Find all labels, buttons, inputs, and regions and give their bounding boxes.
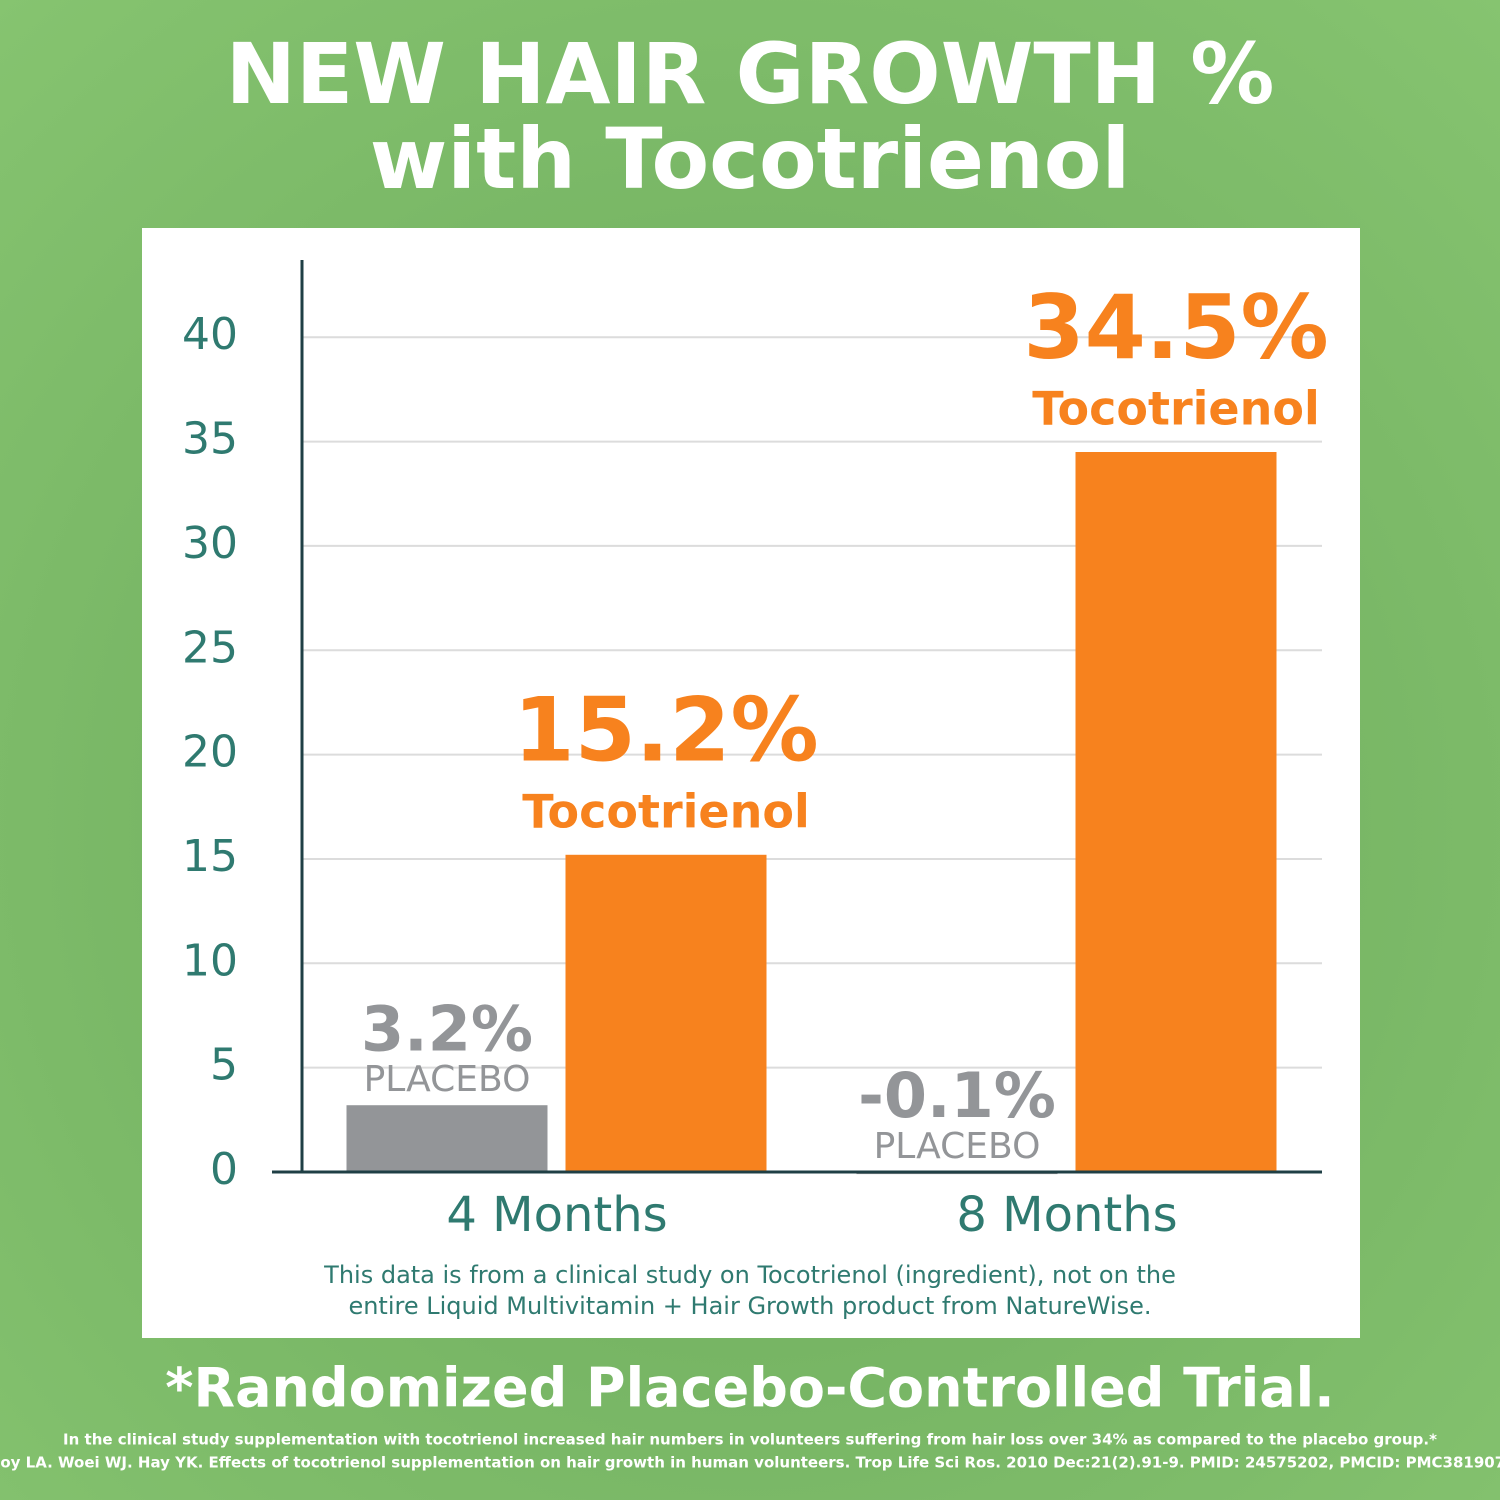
value-label: 34.5% xyxy=(1023,276,1328,379)
footnote: In the clinical study supplementation wi… xyxy=(63,1431,1437,1449)
y-tick-label: 40 xyxy=(182,309,238,360)
x-tick-label: 4 Months xyxy=(446,1187,667,1243)
y-tick-label: 5 xyxy=(210,1040,238,1091)
y-tick-label: 0 xyxy=(210,1144,238,1195)
y-tick-label: 35 xyxy=(182,414,238,465)
chart-title: NEW HAIR GROWTH % xyxy=(226,25,1275,123)
value-label: -0.1% xyxy=(858,1059,1056,1132)
series-label: Tocotrienol xyxy=(1032,382,1320,436)
note-line: This data is from a clinical study on To… xyxy=(323,1261,1176,1289)
series-label: Tocotrienol xyxy=(522,784,810,838)
footnote: Beoy LA. Woei WJ. Hay YK. Effects of toc… xyxy=(0,1454,1500,1472)
value-label: 3.2% xyxy=(361,992,533,1065)
series-label: PLACEBO xyxy=(874,1126,1041,1167)
y-tick-label: 15 xyxy=(182,831,238,882)
y-tick-label: 20 xyxy=(182,727,238,778)
footer-title: *Randomized Placebo-Controlled Trial. xyxy=(165,1357,1334,1420)
y-tick-label: 30 xyxy=(182,518,238,569)
note-line: entire Liquid Multivitamin + Hair Growth… xyxy=(348,1292,1151,1320)
series-label: PLACEBO xyxy=(364,1059,531,1100)
value-label: 15.2% xyxy=(513,679,818,782)
bar xyxy=(346,1105,548,1172)
y-tick-label: 10 xyxy=(182,935,238,986)
y-tick-label: 25 xyxy=(182,622,238,673)
x-tick-label: 8 Months xyxy=(956,1187,1177,1243)
bar xyxy=(1075,452,1277,1172)
bar xyxy=(565,854,767,1172)
chart-subtitle: with Tocotrienol xyxy=(370,110,1131,208)
